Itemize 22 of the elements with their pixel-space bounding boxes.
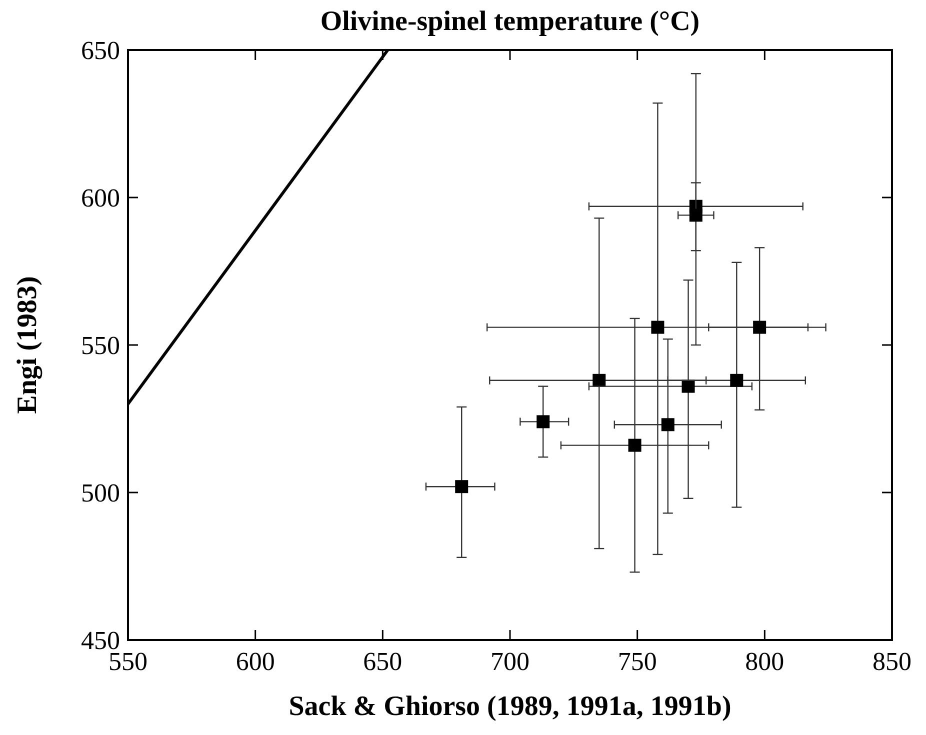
x-tick-label: 650 (363, 647, 402, 676)
x-tick-label: 800 (745, 647, 784, 676)
x-tick-label: 850 (872, 647, 912, 676)
y-tick-label: 500 (81, 478, 120, 508)
point (536, 415, 550, 428)
point (651, 320, 664, 334)
point (455, 480, 468, 494)
point (628, 438, 642, 452)
y-axis-title: Engi (1983) (12, 276, 43, 414)
x-tick-label: 750 (618, 647, 657, 676)
point (689, 208, 702, 222)
point (661, 418, 674, 432)
point (682, 380, 695, 393)
y-tick-label: 600 (81, 184, 120, 213)
x-tick-label: 700 (490, 647, 530, 676)
y-tick-label: 550 (81, 331, 120, 360)
point (730, 374, 744, 387)
x-tick-label: 600 (236, 647, 275, 676)
point (753, 320, 766, 334)
x-axis-title: Sack & Ghiorso (1989, 1991a, 1991b) (288, 691, 732, 722)
y-tick-label: 650 (81, 36, 120, 66)
chart-title: Olivine-spinel temperature (°C) (320, 6, 700, 37)
